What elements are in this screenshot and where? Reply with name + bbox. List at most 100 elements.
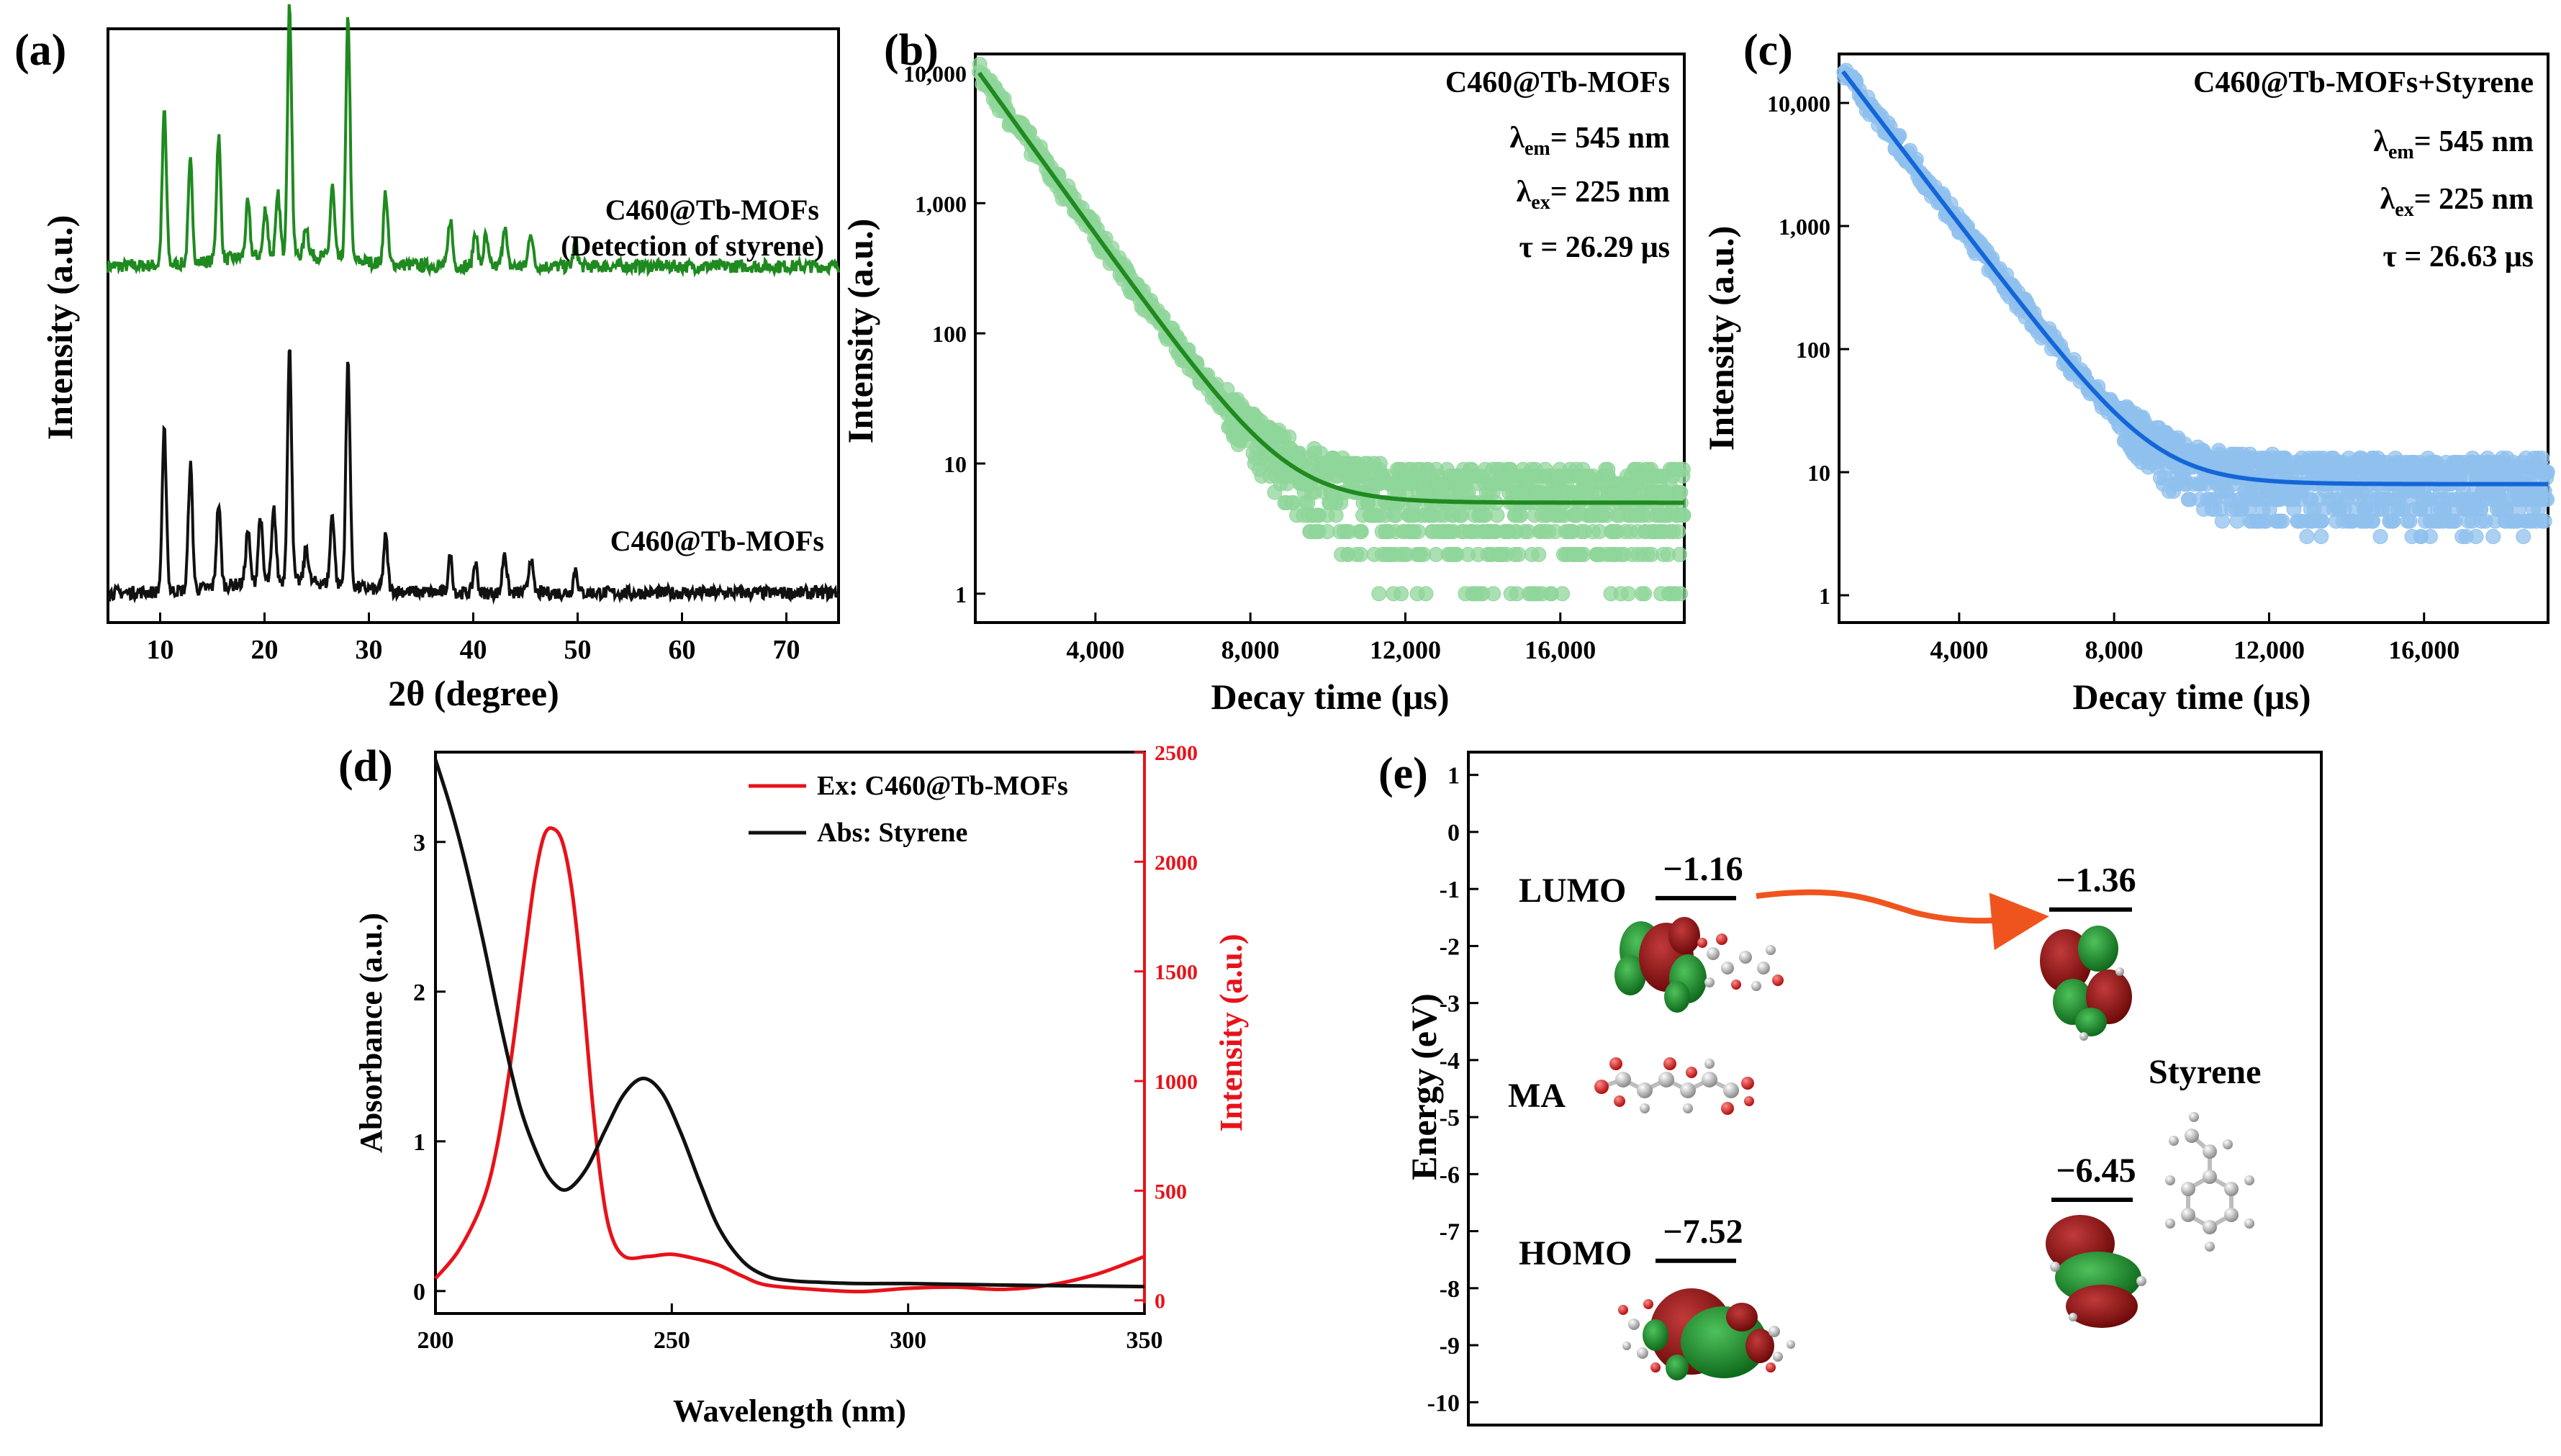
panel-b-data-point [1576, 546, 1591, 562]
lumo-label: LUMO [1519, 872, 1626, 910]
panel-e-frame [1467, 751, 2323, 1426]
panel-a-series [107, 4, 840, 605]
panel-d-ticks: 200 250 300 350 0 1 2 3 0 500 1000 1500 2000 2500 [413, 741, 1198, 1354]
panel-d-y-tick-label: 2 [413, 980, 425, 1006]
panel-c-y-tick-label: 1 [1819, 583, 1830, 609]
panel-c-data-point [2313, 529, 2329, 544]
panel-c-label: (c) [1743, 26, 1793, 75]
panel-c-data-point [2214, 513, 2230, 529]
panel-d-ylabel-right: Intensity (a.u.) [1214, 933, 1249, 1131]
panel-a-xlabel: 2θ (degree) [388, 673, 559, 713]
panel-a-label: (a) [14, 26, 66, 75]
panel-b-data-point [1513, 507, 1529, 523]
panel-c-annotation-lambda-em: λem= 545 nm [2373, 125, 2534, 163]
panel-b-data-point [1489, 507, 1505, 523]
panel-b-data-point [1454, 507, 1470, 523]
panel-e-y-tick-label: -8 [1440, 1276, 1460, 1303]
panel-c-x-tick-label: 16,000 [2388, 636, 2460, 664]
panel-a-series1-label-line2: (Detection of styrene) [561, 230, 824, 262]
panel-b-x-tick-label: 16,000 [1525, 636, 1596, 664]
panel-a-x-tick-label: 50 [564, 635, 592, 665]
panel-d-ylabel-left: Absorbance (a.u.) [353, 913, 389, 1153]
panel-d-x-tick-label: 350 [1126, 1327, 1163, 1354]
panel-b-label: (b) [884, 26, 939, 75]
panel-c-data-point [2468, 529, 2484, 544]
styrene-lumo-orbital [2040, 926, 2132, 1041]
panel-d-y-right-tick-label: 0 [1155, 1290, 1165, 1313]
panel-b-data-point [1672, 546, 1687, 562]
panel-c-y-tick-label: 1,000 [1779, 214, 1830, 240]
panel-c-ticks: 4,000 8,000 12,000 16,000 1 10 100 1,000 10,000 [1767, 91, 2460, 664]
panel-c-data-point [2422, 529, 2438, 544]
panel-c-x-tick-label: 4,000 [1930, 636, 1988, 664]
panel-b-data-point [1673, 484, 1689, 500]
panel-e-y-tick-label: -7 [1440, 1219, 1460, 1246]
panel-b-data-point [1673, 586, 1689, 602]
panel-c-annotation: C460@Tb-MOFs+Styrene λem= 545 nm λex= 22… [2193, 66, 2534, 273]
panel-e-y-tick-label: -6 [1440, 1162, 1460, 1188]
panel-b-data-point [1675, 469, 1691, 484]
panel-c: (c) 4,000 8,000 12,000 16,000 1 10 100 1,000 10,… [1701, 26, 2555, 717]
panel-c-frame [1838, 53, 2549, 624]
panel-b-frame [974, 53, 1686, 624]
panel-a-x-tick-label: 60 [669, 635, 696, 665]
panel-b-x-tick-label: 4,000 [1066, 636, 1124, 664]
panel-b-data-point [1486, 586, 1501, 602]
styrene-molecule [2165, 1112, 2254, 1252]
panel-e-label: (e) [1378, 749, 1428, 798]
panel-b-y-tick-label: 1 [955, 582, 967, 607]
panel-c-annotation-tau: τ = 26.63 μs [2383, 240, 2534, 273]
panel-d-x-tick-label: 200 [417, 1327, 454, 1354]
panel-c-annotation-sample: C460@Tb-MOFs+Styrene [2193, 66, 2534, 99]
panel-a-series1-label-line1: C460@Tb-MOFs [605, 194, 819, 226]
panel-e-ylabel: Energy (eV) [1404, 993, 1444, 1180]
panel-c-data-point [2534, 451, 2550, 466]
panel-d-x-tick-label: 300 [890, 1327, 926, 1354]
panel-e-y-tick-label: -4 [1440, 1048, 1460, 1075]
ma-molecule [1594, 1057, 1754, 1115]
panel-b-data-point [1388, 507, 1404, 523]
panel-c-data-point [2365, 513, 2380, 529]
ma-homo-orbital [1618, 1288, 1795, 1380]
level-styrene-homo-value: −6.45 [2056, 1152, 2136, 1190]
panel-c-y-tick-label: 100 [1796, 337, 1830, 363]
panel-b-annotation-sample: C460@Tb-MOFs [1445, 66, 1670, 99]
panel-b-y-tick-label: 1,000 [915, 191, 967, 217]
panel-a-line-1 [107, 4, 840, 278]
panel-d-line-1 [434, 826, 1145, 1294]
panel-b-data-point [1352, 546, 1368, 562]
panel-b-ylabel: Intensity (a.u.) [840, 219, 880, 444]
panel-d-y-right-tick-label: 1000 [1155, 1070, 1198, 1094]
panel-e-y-tick-label: 1 [1447, 763, 1460, 790]
panel-b-data-point [1410, 524, 1426, 540]
level-styrene-lumo-value: −1.36 [2056, 862, 2136, 900]
panel-b-ticks: 4,000 8,000 12,000 16,000 1 10 100 1,000 10,000 [903, 60, 1596, 664]
panel-a-x-tick-label: 70 [773, 635, 800, 665]
panel-e-y-tick-label: -10 [1427, 1390, 1460, 1416]
panel-d-label: (d) [338, 742, 393, 791]
legend-label-absorbance: Abs: Styrene [817, 818, 967, 848]
panel-a-ylabel: Intensity (a.u.) [40, 215, 80, 440]
panel-d-frame [434, 751, 1146, 1315]
panel-e: (e) 10-1-2-3-4-5-6-7-8-9-10 Energy (eV) … [1378, 749, 2323, 1426]
panel-b-data-point [1418, 586, 1434, 602]
panel-b-annotation-lambda-ex: λex= 225 nm [1517, 176, 1670, 214]
panel-c-data-point [2299, 529, 2315, 544]
panel-d-y-tick-label: 0 [413, 1279, 425, 1306]
panel-c-data-point [2516, 529, 2531, 544]
panel-c-data-point [2485, 529, 2501, 544]
panel-a-x-tick-label: 40 [460, 635, 487, 665]
panel-b-data-point [1328, 507, 1344, 523]
panel-a-x-tick-label: 30 [356, 635, 383, 665]
panel-c-x-tick-label: 8,000 [2085, 636, 2144, 664]
panel-b-data-point [1531, 546, 1547, 562]
panel-b-y-tick-label: 100 [932, 321, 967, 347]
ma-lumo-orbital [1614, 917, 1784, 1013]
panel-c-fit-curve [1841, 70, 2548, 487]
panel-c-annotation-lambda-ex: λex= 225 nm [2380, 183, 2534, 221]
panel-c-xlabel: Decay time (μs) [2073, 677, 2311, 717]
panel-b-data-point [1371, 586, 1387, 602]
electron-transfer-arrow [1756, 889, 2049, 951]
panel-b-y-tick-label: 10,000 [903, 60, 967, 86]
